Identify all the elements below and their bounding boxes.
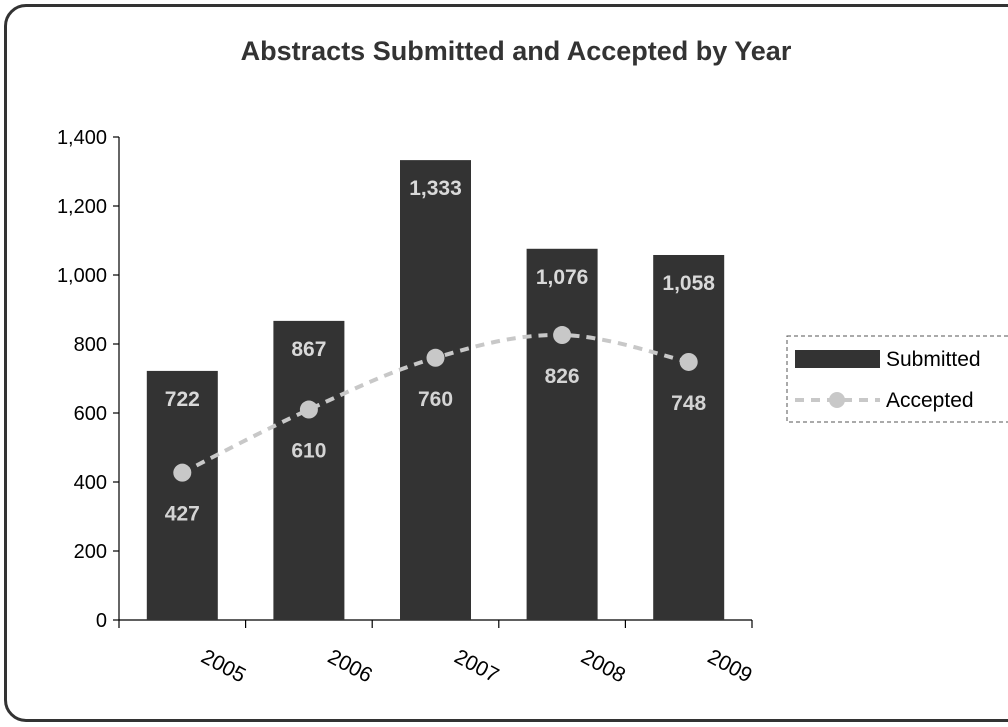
bar-submitted-2008 xyxy=(526,248,598,620)
x-tick-label: 2006 xyxy=(324,645,376,687)
bar-submitted-2007 xyxy=(400,160,471,621)
point-label-accepted: 748 xyxy=(671,392,706,415)
point-label-accepted: 610 xyxy=(291,440,326,463)
bar-label-submitted: 1,333 xyxy=(409,177,462,200)
y-tick-label: 600 xyxy=(74,403,107,425)
x-tick-label: 2005 xyxy=(197,645,249,687)
bar-submitted-2005 xyxy=(146,370,218,620)
legend: Submitted Accepted xyxy=(786,335,1008,423)
bar-label-submitted: 867 xyxy=(291,338,326,361)
line-layer: 427 610 760 826 748 xyxy=(165,326,707,526)
y-tick-label: 1,000 xyxy=(57,265,107,287)
point-label-accepted: 760 xyxy=(418,388,453,411)
y-tick-label: 1,400 xyxy=(57,127,107,149)
y-tick-label: 400 xyxy=(74,472,107,494)
legend-label-accepted: Accepted xyxy=(886,389,974,412)
y-tick-label: 1,200 xyxy=(57,196,107,218)
point-accepted-2008 xyxy=(553,326,572,345)
y-tick-label: 200 xyxy=(74,541,107,563)
point-label-accepted: 826 xyxy=(545,365,580,388)
y-tick-label: 0 xyxy=(96,610,107,632)
legend-swatch-submitted xyxy=(795,350,880,368)
point-label-accepted: 427 xyxy=(165,503,200,526)
bar-submitted-2006 xyxy=(273,320,345,620)
x-tick-label: 2009 xyxy=(704,645,756,687)
point-accepted-2007 xyxy=(426,348,445,367)
bar-label-submitted: 1,076 xyxy=(536,266,589,289)
legend-label-submitted: Submitted xyxy=(886,348,981,371)
chart-title: Abstracts Submitted and Accepted by Year xyxy=(241,36,792,66)
bar-labels: 722 867 1,333 1,076 1,058 xyxy=(165,177,716,411)
bars xyxy=(146,160,725,621)
point-accepted-2005 xyxy=(173,463,192,482)
x-tick-label: 2007 xyxy=(451,645,503,687)
bar-label-submitted: 1,058 xyxy=(662,272,715,295)
legend-swatch-accepted-marker xyxy=(829,392,845,408)
bar-submitted-2009 xyxy=(653,254,725,621)
x-tick-label: 2008 xyxy=(577,645,629,687)
y-tick-label: 800 xyxy=(74,334,107,356)
point-accepted-2009 xyxy=(679,352,698,371)
bar-label-submitted: 722 xyxy=(165,388,200,411)
point-accepted-2006 xyxy=(299,400,318,419)
